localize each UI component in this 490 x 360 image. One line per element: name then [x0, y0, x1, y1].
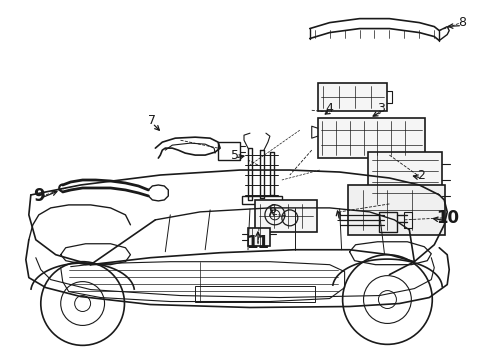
Bar — [255, 200, 317, 232]
Bar — [318, 118, 425, 158]
Text: 11: 11 — [246, 234, 270, 252]
Text: 6: 6 — [268, 203, 276, 216]
Bar — [195, 285, 315, 302]
Bar — [368, 152, 442, 204]
Text: 9: 9 — [33, 187, 45, 205]
Text: 3: 3 — [377, 102, 386, 115]
Bar — [404, 212, 413, 228]
Text: 8: 8 — [458, 16, 466, 29]
Text: 7: 7 — [148, 114, 156, 127]
Bar — [218, 142, 240, 160]
Text: 2: 2 — [417, 168, 425, 181]
Text: 10: 10 — [436, 209, 459, 227]
Bar — [347, 185, 445, 235]
Text: 1: 1 — [336, 211, 343, 224]
Bar — [242, 196, 282, 204]
Bar — [379, 212, 397, 232]
Text: 4: 4 — [326, 102, 334, 115]
Text: 5: 5 — [231, 149, 239, 162]
Bar — [318, 84, 388, 111]
Bar — [248, 228, 270, 246]
